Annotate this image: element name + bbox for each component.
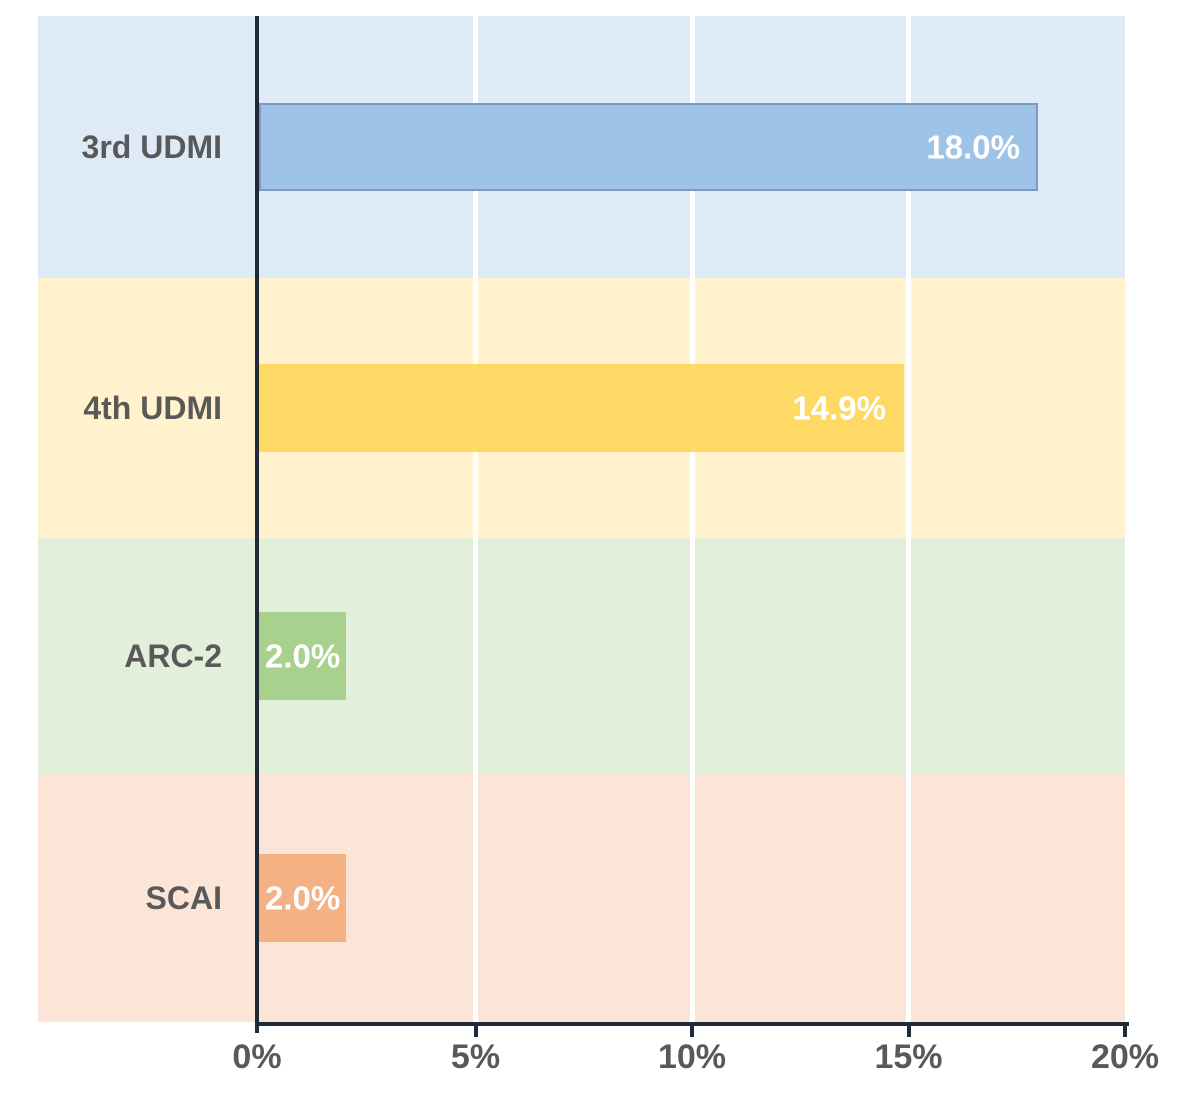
- x-tick-label: 20%: [1090, 1038, 1160, 1076]
- x-tick-label: 15%: [874, 1038, 943, 1076]
- category-label: 3rd UDMI: [81, 129, 222, 165]
- category-label: 4th UDMI: [83, 390, 222, 426]
- bar: 2.0%: [259, 854, 346, 942]
- x-tick-label: 0%: [232, 1038, 282, 1076]
- bar: 2.0%: [259, 612, 346, 700]
- x-axis-tick: [690, 1026, 694, 1037]
- gridline: [906, 16, 911, 1022]
- category-label: SCAI: [145, 880, 222, 916]
- category-label: ARC-2: [124, 638, 222, 674]
- x-tick-label: 10%: [657, 1038, 727, 1076]
- gridline: [473, 16, 478, 1022]
- x-tick-label: 5%: [450, 1038, 501, 1076]
- gridline: [689, 16, 695, 1022]
- y-axis-line: [255, 16, 259, 1033]
- bar-value-label: 2.0%: [265, 879, 341, 917]
- category-band: [38, 538, 1125, 774]
- bar-value-label: 18.0%: [926, 128, 1020, 166]
- bar-value-label: 14.9%: [792, 389, 886, 427]
- x-axis-line: [255, 1022, 1129, 1026]
- x-axis-tick: [473, 1026, 478, 1037]
- bar: 18.0%: [259, 103, 1038, 191]
- x-axis-tick: [1123, 1026, 1127, 1037]
- x-axis-tick: [906, 1026, 911, 1037]
- bar-value-label: 2.0%: [265, 637, 341, 675]
- category-band: [38, 774, 1125, 1022]
- bar: 14.9%: [259, 364, 904, 452]
